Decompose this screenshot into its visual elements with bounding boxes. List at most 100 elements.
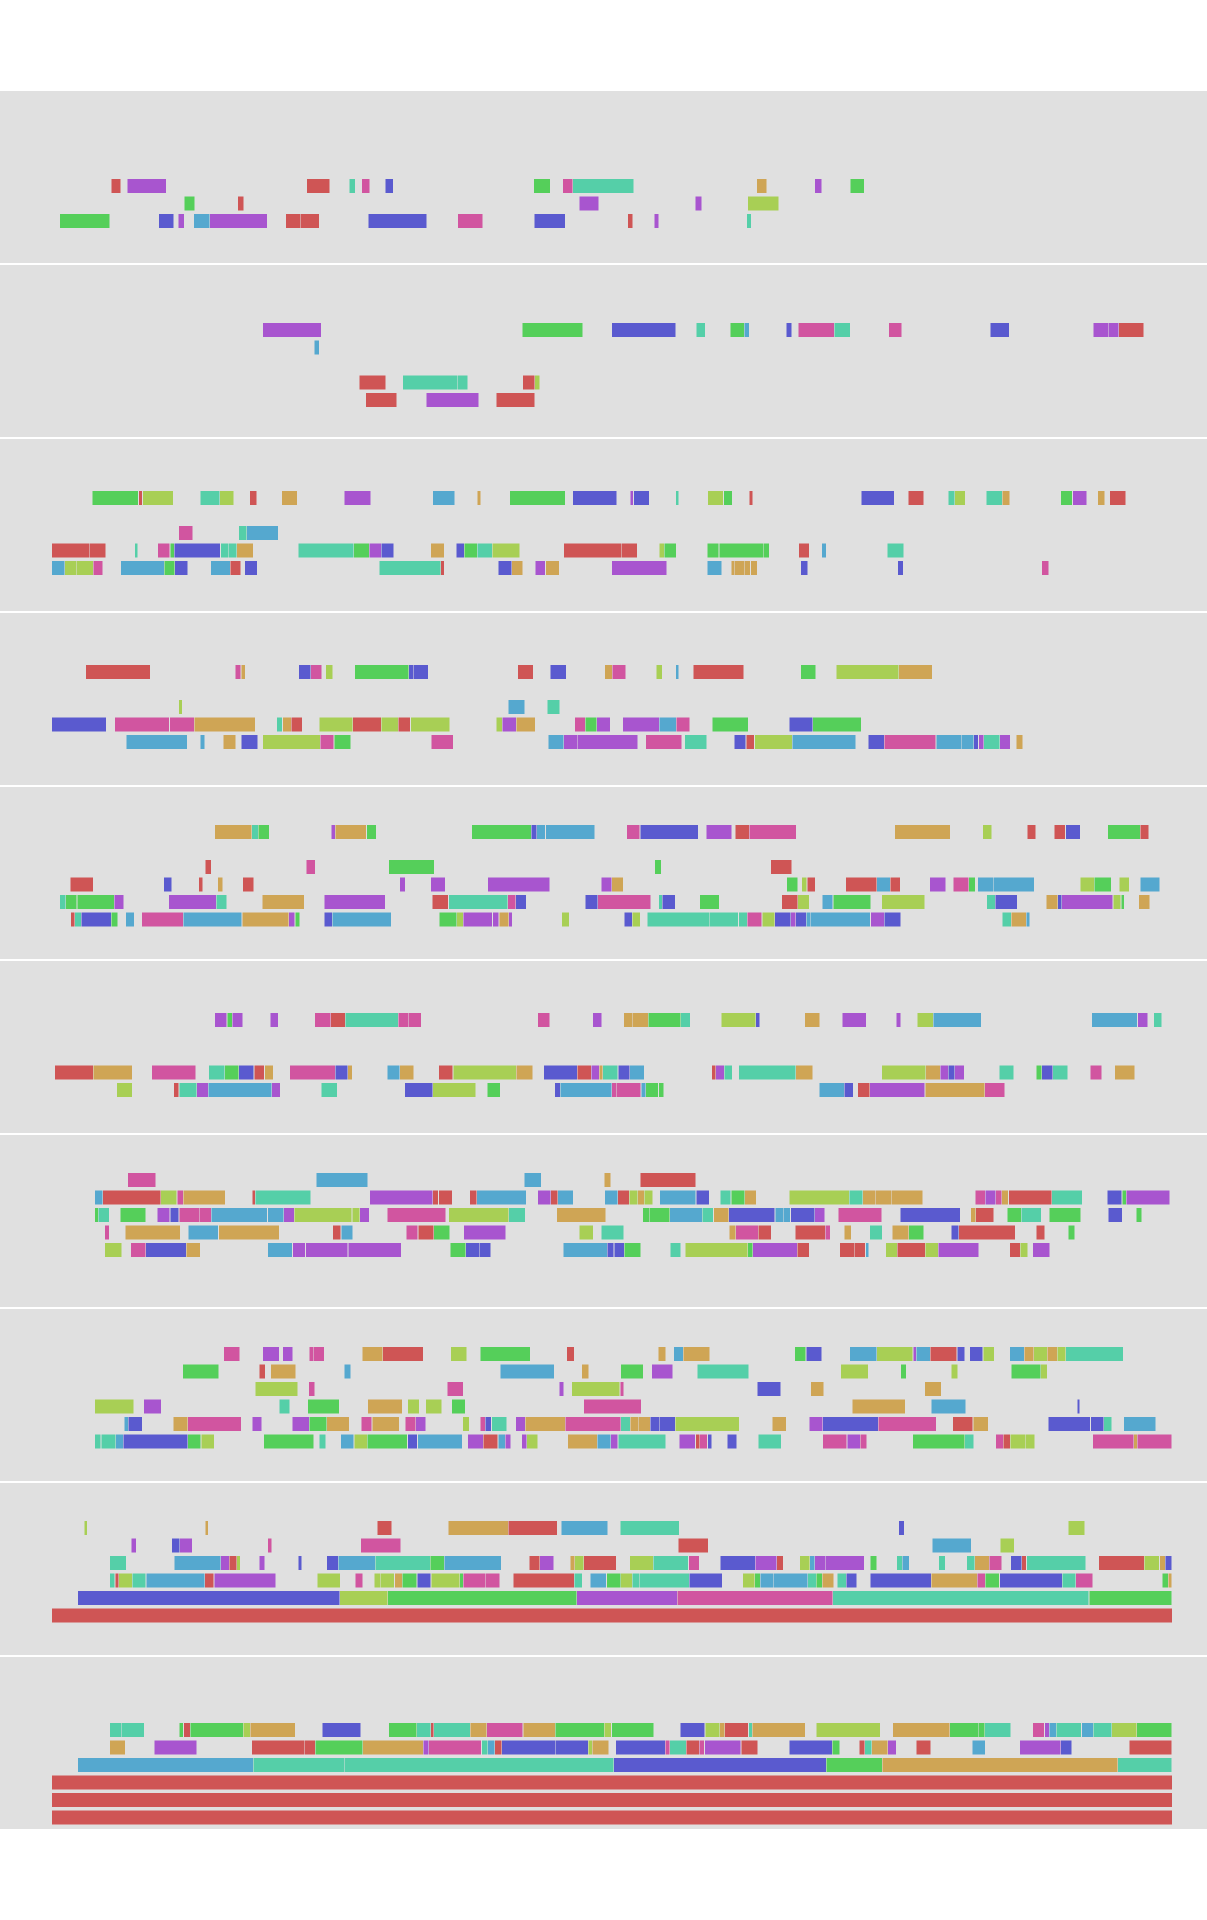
flame-segment <box>1002 912 1011 927</box>
flame-segment <box>205 860 211 874</box>
flame-segment <box>387 1208 446 1222</box>
flame-segment <box>487 1723 523 1737</box>
flame-segment <box>169 717 194 732</box>
flame-segment <box>255 1382 298 1396</box>
flame-segment <box>379 561 441 575</box>
flame-segment <box>633 491 649 505</box>
flame-segment <box>362 1347 383 1361</box>
flame-segment <box>707 543 719 558</box>
flame-segment <box>1036 1225 1045 1240</box>
flame-segment <box>1011 1364 1041 1379</box>
flame-segment <box>860 1434 867 1449</box>
flame-segment <box>463 1573 485 1588</box>
flame-segment <box>601 877 612 892</box>
flame-segment <box>254 1065 265 1080</box>
flame-segment <box>457 214 483 228</box>
flame-segment <box>1068 1521 1085 1535</box>
flame-segment <box>640 825 699 839</box>
flame-segment <box>579 1225 593 1240</box>
flame-segment <box>326 1417 349 1431</box>
flame-segment <box>86 665 150 679</box>
flame-segment <box>844 1083 854 1097</box>
flame-segment <box>402 1573 417 1588</box>
flame-segment <box>215 1013 227 1027</box>
flame-segment <box>286 214 301 228</box>
flame-segment <box>170 1208 179 1222</box>
flame-segment <box>763 543 769 558</box>
flame-segment <box>707 1434 712 1449</box>
flame-segment <box>794 1347 806 1361</box>
flame-segment <box>858 1083 870 1097</box>
flame-segment <box>182 1364 219 1379</box>
flame-segment <box>833 1591 1089 1605</box>
flame-segment <box>1052 1190 1082 1205</box>
flame-segment <box>810 1556 815 1570</box>
flame-segment <box>179 700 182 714</box>
flame-segment <box>485 1417 492 1431</box>
flame-segment <box>404 1083 433 1097</box>
flame-segment <box>675 1417 739 1431</box>
flame-segment <box>925 1083 985 1097</box>
flame-segment <box>178 526 193 540</box>
flame-segment <box>93 561 103 575</box>
flame-segment <box>291 717 303 732</box>
flame-segment <box>102 1190 161 1205</box>
flame-segment <box>508 1521 557 1535</box>
flame-segment <box>492 912 499 927</box>
flame-segment <box>243 1723 250 1737</box>
flame-segment <box>999 1573 1062 1588</box>
flame-segment <box>623 717 660 732</box>
flame-segment <box>807 1573 816 1588</box>
flame-segment <box>145 1243 186 1257</box>
flame-segment <box>128 1417 143 1431</box>
flame-segment <box>250 491 257 505</box>
flame-segment <box>430 1556 445 1570</box>
flame-segment <box>331 1013 346 1027</box>
flame-segment <box>629 1190 638 1205</box>
flame-segment <box>550 665 567 679</box>
flame-segment <box>938 1556 945 1570</box>
flame-segment <box>736 1225 758 1240</box>
flame-segment <box>341 1225 353 1240</box>
flame-segment <box>464 543 477 558</box>
flame-segment <box>344 1758 614 1772</box>
flame-segment <box>859 1740 865 1755</box>
flame-segment <box>344 491 371 505</box>
flame-segment <box>585 895 598 909</box>
flame-segment <box>1072 491 1087 505</box>
flame-segment <box>887 543 904 558</box>
flame-segment <box>126 912 134 927</box>
flame-segment <box>676 717 690 732</box>
flame-segment <box>116 1434 124 1449</box>
flame-segment <box>164 877 172 892</box>
flame-segment <box>655 860 661 874</box>
flame-segment <box>1153 1013 1162 1027</box>
flame-segment <box>146 1573 205 1588</box>
flame-segment <box>630 1556 653 1570</box>
flame-segment <box>353 543 369 558</box>
flame-segment <box>321 1083 338 1097</box>
flame-segment <box>584 1399 641 1414</box>
flame-segment <box>453 1065 517 1080</box>
flame-segment <box>114 717 170 732</box>
flame-segment <box>298 665 311 679</box>
flame-segment <box>797 1243 809 1257</box>
flame-segment <box>188 1225 219 1240</box>
flame-segment <box>267 1243 293 1257</box>
flame-segment <box>194 717 256 732</box>
flame-segment <box>116 1083 133 1097</box>
flame-segment <box>1033 1723 1045 1737</box>
flame-segment <box>1165 1556 1172 1570</box>
flame-segment <box>814 1208 825 1222</box>
flame-segment <box>332 912 391 927</box>
flame-segment <box>630 491 634 505</box>
flame-segment <box>1065 1347 1123 1361</box>
flame-segment <box>1016 735 1023 749</box>
flame-segment <box>223 1347 240 1361</box>
flame-segment <box>639 1573 689 1588</box>
flame-segment <box>1093 1723 1112 1737</box>
flame-segment <box>450 1243 466 1257</box>
flame-segment <box>408 1013 421 1027</box>
flame-segment <box>662 895 675 909</box>
flame-segment <box>535 561 546 575</box>
